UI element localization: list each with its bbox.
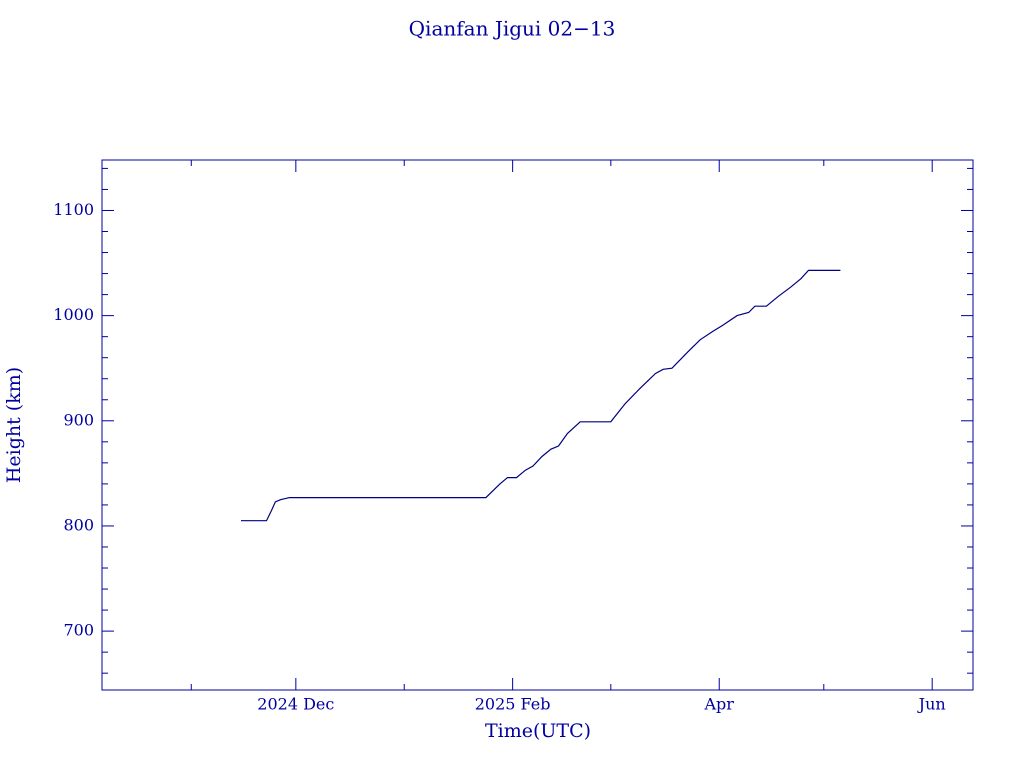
y-tick-label: 1100 [53,200,94,219]
data-line [241,269,841,522]
chart-title: Qianfan Jigui 02−13 [409,17,616,41]
x-tick-label: Apr [703,695,734,714]
x-axis-label: Time(UTC) [485,720,591,742]
y-tick-label: 700 [63,621,94,640]
y-tick-label: 900 [63,410,94,429]
y-tick-label: 800 [63,515,94,534]
plot-frame [101,159,974,691]
y-axis-label: Height (km) [3,367,25,483]
x-tick-label: Jun [917,695,946,714]
y-tick-label: 1000 [53,305,94,324]
x-tick-label: 2025 Feb [475,695,551,714]
x-tick-label: 2024 Dec [257,695,334,714]
